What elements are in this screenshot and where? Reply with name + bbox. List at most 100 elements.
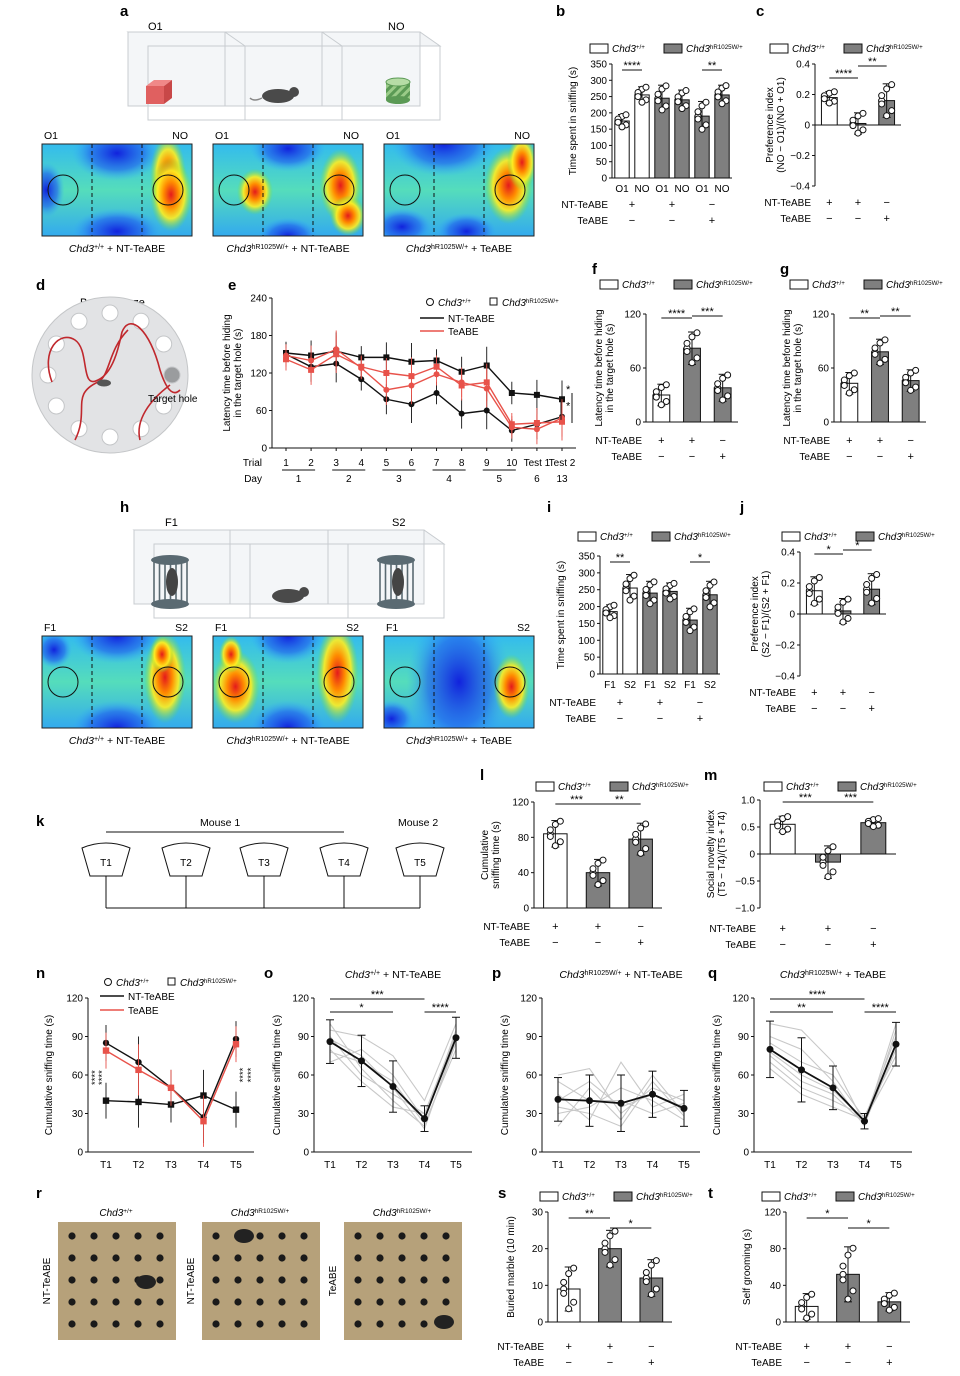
sign: − (709, 199, 715, 211)
legend-label-mut: Chd3hR1025W/+ (860, 782, 917, 794)
bar (662, 590, 678, 675)
marble (234, 1298, 242, 1306)
data-point (654, 97, 662, 105)
y-tick-label: 0 (303, 1148, 309, 1159)
genotype-name: Chd3 (686, 44, 710, 55)
data-point (850, 369, 858, 377)
genotype-name: Chd3 (180, 978, 204, 989)
genotype-allele: hR1025W/+ (698, 532, 731, 539)
genotype-allele: +/+ (462, 298, 471, 305)
y-tick-label: 90 (738, 1032, 750, 1043)
marble (90, 1232, 98, 1240)
data-point (902, 379, 910, 387)
data-point (878, 100, 886, 108)
heatmap-left-label: O1 (44, 130, 58, 142)
sign: − (855, 213, 861, 225)
genotype-allele: +/+ (816, 44, 825, 51)
data-point (844, 614, 852, 622)
marble (256, 1254, 264, 1262)
label-no: NO (388, 21, 405, 33)
marble (156, 1298, 164, 1306)
caption-treatment: + NT-TeABE (289, 243, 350, 255)
escape-hole (155, 397, 173, 415)
sign: + (868, 703, 874, 715)
marble (300, 1254, 308, 1262)
panel-letter: n (36, 965, 45, 982)
row-label: TeABE (765, 704, 796, 715)
data-point (674, 98, 682, 106)
y-tick-label: 0 (749, 850, 755, 861)
point (232, 1041, 240, 1048)
trial-label: T1 (100, 858, 112, 869)
point (102, 1097, 110, 1104)
data-point (565, 1270, 573, 1278)
data-point (864, 820, 872, 828)
mean-point (389, 1083, 397, 1091)
escape-hole (47, 397, 65, 415)
data-point (599, 877, 607, 885)
sign: + (629, 199, 635, 211)
marble (112, 1320, 120, 1328)
y-tick-label: 0 (823, 418, 829, 429)
mean-point (861, 1117, 868, 1125)
legend-label: TeABE (448, 327, 479, 338)
chart-j: −0.4 −0.2 0 0.2 0.4 * * NT-TeABE TeABE + − + − − + Pref… (749, 531, 935, 715)
trial-cage (161, 842, 211, 877)
series (283, 343, 565, 442)
genotype-allele: +/+ (810, 782, 819, 789)
marble (256, 1298, 264, 1306)
data-point (803, 1293, 811, 1301)
trial-label: T2 (180, 858, 192, 869)
sign: + (669, 199, 675, 211)
marble (156, 1232, 164, 1240)
y-tick-label: 50 (584, 653, 596, 664)
data-point (839, 618, 847, 626)
point (433, 363, 440, 370)
x-tick-label: F1 (684, 680, 696, 691)
escape-hole (101, 428, 119, 446)
marble (398, 1276, 406, 1284)
data-point (805, 590, 813, 598)
mouse-in-cage (234, 1229, 254, 1243)
genotype-name: Chd3 (636, 1192, 660, 1203)
data-point (798, 1299, 806, 1307)
y-axis-label: Self grooming (s) (742, 1229, 753, 1305)
genotype-name: Chd3 (804, 532, 828, 543)
data-point (839, 598, 847, 606)
object-zone-right (323, 174, 355, 206)
legend-label-wt: Chd3+/+ (562, 1192, 595, 1204)
y-tick-label: 1.0 (741, 796, 755, 807)
y-tick-label: 0 (537, 1318, 543, 1329)
genotype-allele: +/+ (586, 1192, 595, 1199)
x-tick-label: T2 (796, 1160, 808, 1171)
sign: − (689, 451, 695, 463)
sign: − (648, 1341, 654, 1353)
data-point (883, 85, 891, 93)
object-zone-right (494, 666, 526, 698)
legend-label-mut: Chd3hR1025W/+ (636, 1192, 693, 1204)
data-point (630, 571, 638, 579)
y-axis-label: Cumulative sniffing time (s) (44, 1015, 55, 1135)
x-tick-label: 4 (358, 458, 364, 469)
heatmap-right-label: S2 (346, 622, 359, 634)
y-tick-label: 250 (590, 92, 607, 103)
individual-trace (329, 1023, 457, 1102)
data-point (637, 824, 645, 832)
heatmap-field (42, 636, 192, 728)
caged-mouse (166, 568, 178, 596)
genotype-name: Chd3 (860, 782, 884, 793)
mean-point (326, 1038, 334, 1046)
target-hole (163, 366, 181, 384)
y-axis-label: Buried marble (10 min) (506, 1216, 517, 1318)
data-point (883, 112, 891, 120)
heatmap-left-label: F1 (44, 622, 56, 634)
legend-label-mut: Chd3hR1025W/+ (878, 532, 935, 544)
point (232, 1106, 240, 1113)
heatmap-caption: Chd3hR1025W/+ + TeABE (406, 735, 512, 747)
heatmap-left-label: F1 (215, 622, 227, 634)
hot-zone (237, 168, 273, 215)
marble (300, 1276, 308, 1284)
legend-swatch-mut (855, 531, 875, 542)
sign: + (845, 1341, 851, 1353)
cold-zone (250, 144, 326, 172)
